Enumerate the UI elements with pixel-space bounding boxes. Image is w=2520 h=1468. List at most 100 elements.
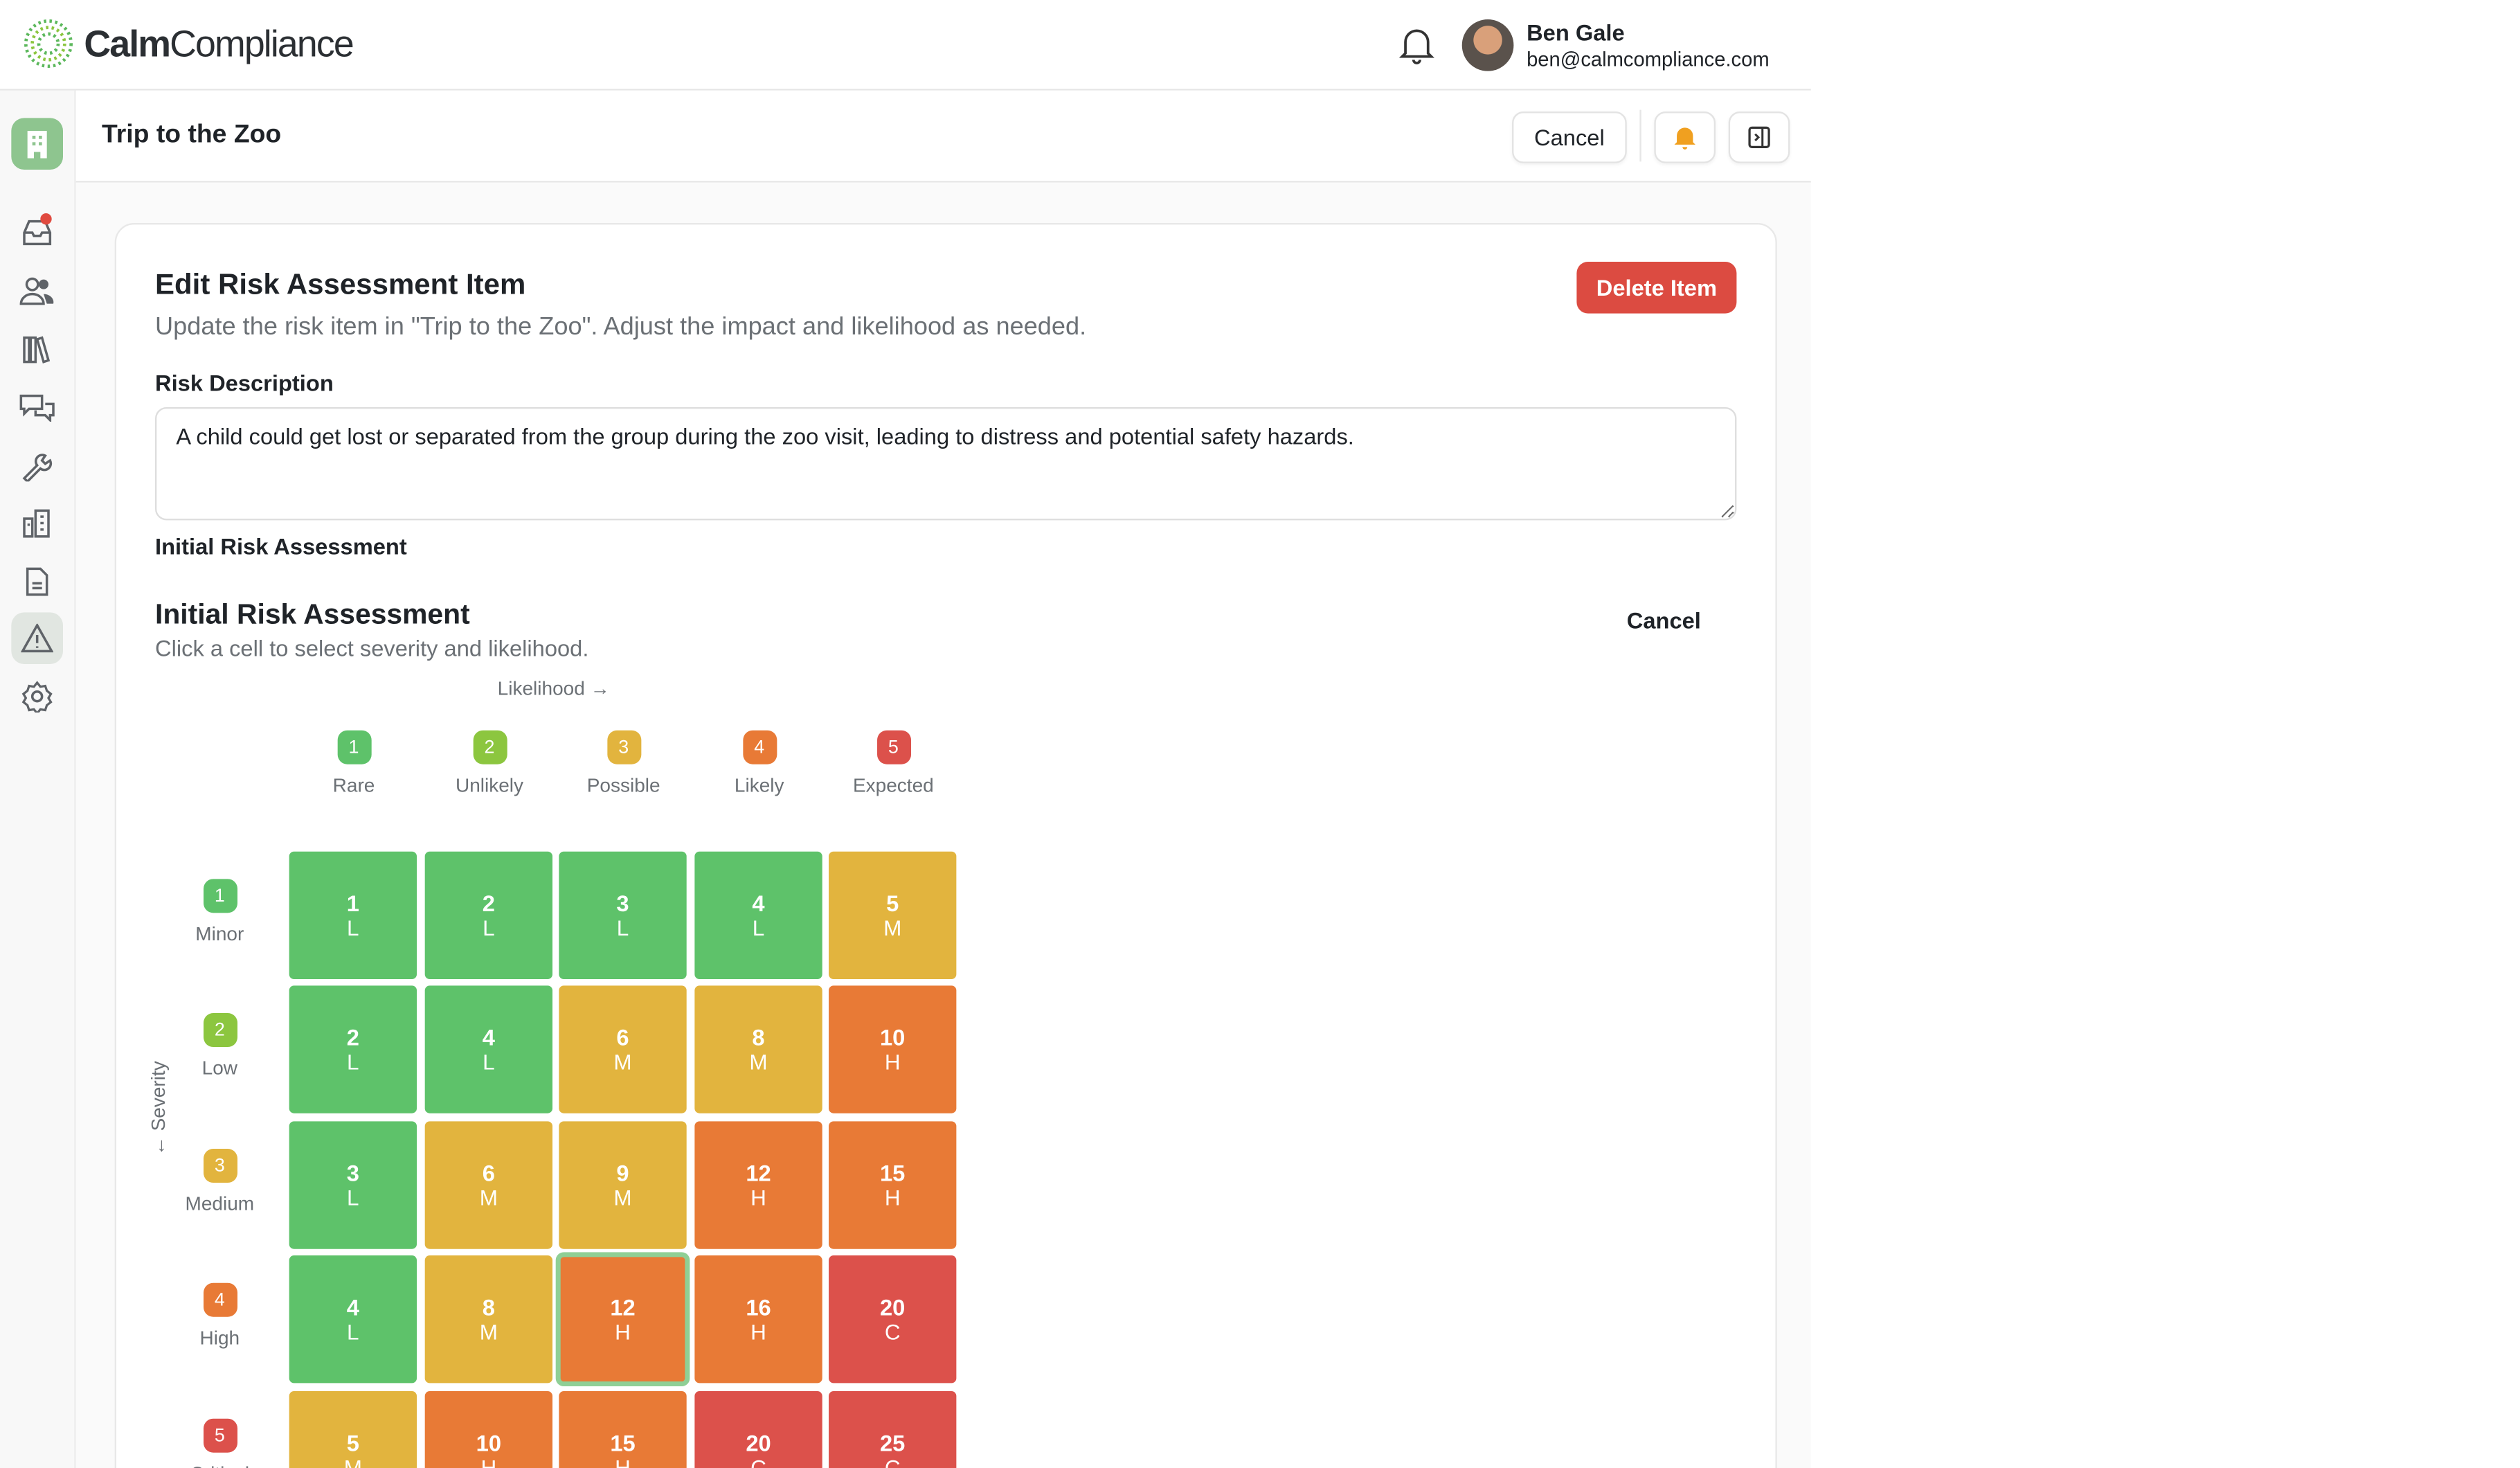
toggle-panel-button[interactable]	[1728, 111, 1790, 163]
severity-header: 3 Medium	[155, 1149, 285, 1215]
cell-level: L	[616, 916, 629, 941]
matrix-cell[interactable]: 12 H	[555, 1252, 690, 1387]
matrix-cancel-button[interactable]: Cancel	[1626, 607, 1701, 634]
user-email: ben@calmcompliance.com	[1527, 48, 1770, 71]
likelihood-header: 1 Rare	[286, 730, 422, 797]
notifications-bell-icon[interactable]	[1398, 26, 1434, 64]
sidebar-item-documents[interactable]	[11, 556, 63, 608]
document-icon	[26, 567, 48, 596]
matrix-cell[interactable]: 20 C	[694, 1391, 822, 1468]
cell-level: L	[347, 1320, 359, 1345]
cell-level: H	[750, 1185, 766, 1210]
cell-score: 10	[880, 1024, 906, 1050]
likelihood-header: 2 Unlikely	[422, 730, 557, 796]
matrix-cell[interactable]: 10 H	[424, 1391, 553, 1468]
cell-score: 6	[616, 1024, 629, 1050]
cell-level: L	[347, 916, 359, 941]
cancel-button[interactable]: Cancel	[1512, 111, 1627, 163]
sidebar-item-risks[interactable]	[11, 612, 64, 665]
severity-badge: 4	[202, 1282, 237, 1317]
building-icon	[27, 131, 47, 159]
cell-level: L	[347, 1050, 359, 1075]
risk-description-input[interactable]: A child could get lost or separated from…	[155, 407, 1737, 521]
severity-label: Critical	[155, 1462, 285, 1468]
cell-level: M	[749, 1050, 768, 1075]
sidebar-home[interactable]	[11, 118, 64, 170]
severity-badge: 3	[202, 1149, 237, 1183]
sidebar-item-inbox[interactable]	[11, 207, 63, 259]
matrix-cell[interactable]: 10 H	[829, 985, 957, 1113]
users-icon	[19, 277, 54, 305]
sidebar-item-messages[interactable]	[11, 382, 63, 433]
cell-score: 2	[346, 1024, 359, 1050]
cell-level: H	[615, 1320, 631, 1345]
cell-score: 12	[746, 1160, 771, 1186]
cell-score: 10	[476, 1430, 502, 1456]
matrix-cell[interactable]: 16 H	[694, 1255, 822, 1384]
cell-level: M	[479, 1320, 498, 1345]
likelihood-badge: 1	[336, 730, 371, 764]
severity-label: Minor	[195, 922, 244, 946]
cell-level: L	[483, 1050, 495, 1075]
likelihood-label: Expected	[852, 773, 934, 797]
cell-score: 20	[880, 1294, 906, 1321]
cell-score: 5	[886, 890, 899, 917]
cell-score: 16	[746, 1294, 771, 1321]
sidebar-item-tools[interactable]	[11, 440, 63, 492]
logo-text: CalmCompliance	[84, 21, 354, 64]
likelihood-label: Rare	[332, 773, 375, 797]
alert-button[interactable]	[1654, 111, 1716, 163]
matrix-cell[interactable]: 25 C	[829, 1391, 957, 1468]
logo[interactable]: CalmCompliance	[23, 18, 354, 70]
matrix-cell[interactable]: 15 H	[559, 1391, 687, 1468]
cell-score: 25	[880, 1430, 906, 1456]
matrix-cell[interactable]: 15 H	[829, 1121, 957, 1249]
chat-icon	[19, 394, 55, 422]
delete-item-button[interactable]: Delete Item	[1576, 262, 1737, 314]
cell-level: M	[343, 1456, 362, 1468]
matrix-cell[interactable]: 20 C	[829, 1255, 957, 1384]
form-title: Edit Risk Assessment Item	[155, 268, 526, 301]
cell-score: 6	[482, 1160, 495, 1186]
cell-level: C	[884, 1456, 901, 1468]
cell-level: C	[884, 1320, 901, 1345]
avatar[interactable]	[1461, 19, 1514, 71]
logo-icon	[24, 19, 73, 69]
user-info[interactable]: Ben Gale ben@calmcompliance.com	[1527, 19, 1770, 71]
sidebar	[0, 90, 76, 1468]
sidebar-item-buildings[interactable]	[11, 498, 63, 550]
top-bar: CalmCompliance Ben Gale ben@calmcomplian…	[0, 0, 1811, 91]
cell-score: 1	[346, 890, 359, 917]
likelihood-axis-label: Likelihood →	[497, 677, 610, 700]
cell-score: 4	[752, 890, 765, 917]
severity-header: 4 High	[155, 1282, 285, 1349]
cell-score: 4	[482, 1024, 495, 1050]
matrix-cell[interactable]: 12 H	[694, 1121, 822, 1249]
likelihood-badge: 3	[606, 730, 641, 764]
cell-level: H	[480, 1456, 497, 1468]
edit-risk-card: Edit Risk Assessment Item Update the ris…	[114, 223, 1777, 1468]
cell-score: 2	[482, 890, 495, 917]
sidebar-item-library[interactable]	[11, 323, 63, 375]
sidebar-item-people[interactable]	[11, 265, 63, 317]
cell-score: 20	[746, 1430, 771, 1456]
severity-header: 5 Critical	[155, 1418, 285, 1468]
severity-badge: 1	[202, 879, 237, 913]
sidebar-item-settings[interactable]	[11, 670, 63, 722]
likelihood-label: Possible	[586, 773, 660, 797]
